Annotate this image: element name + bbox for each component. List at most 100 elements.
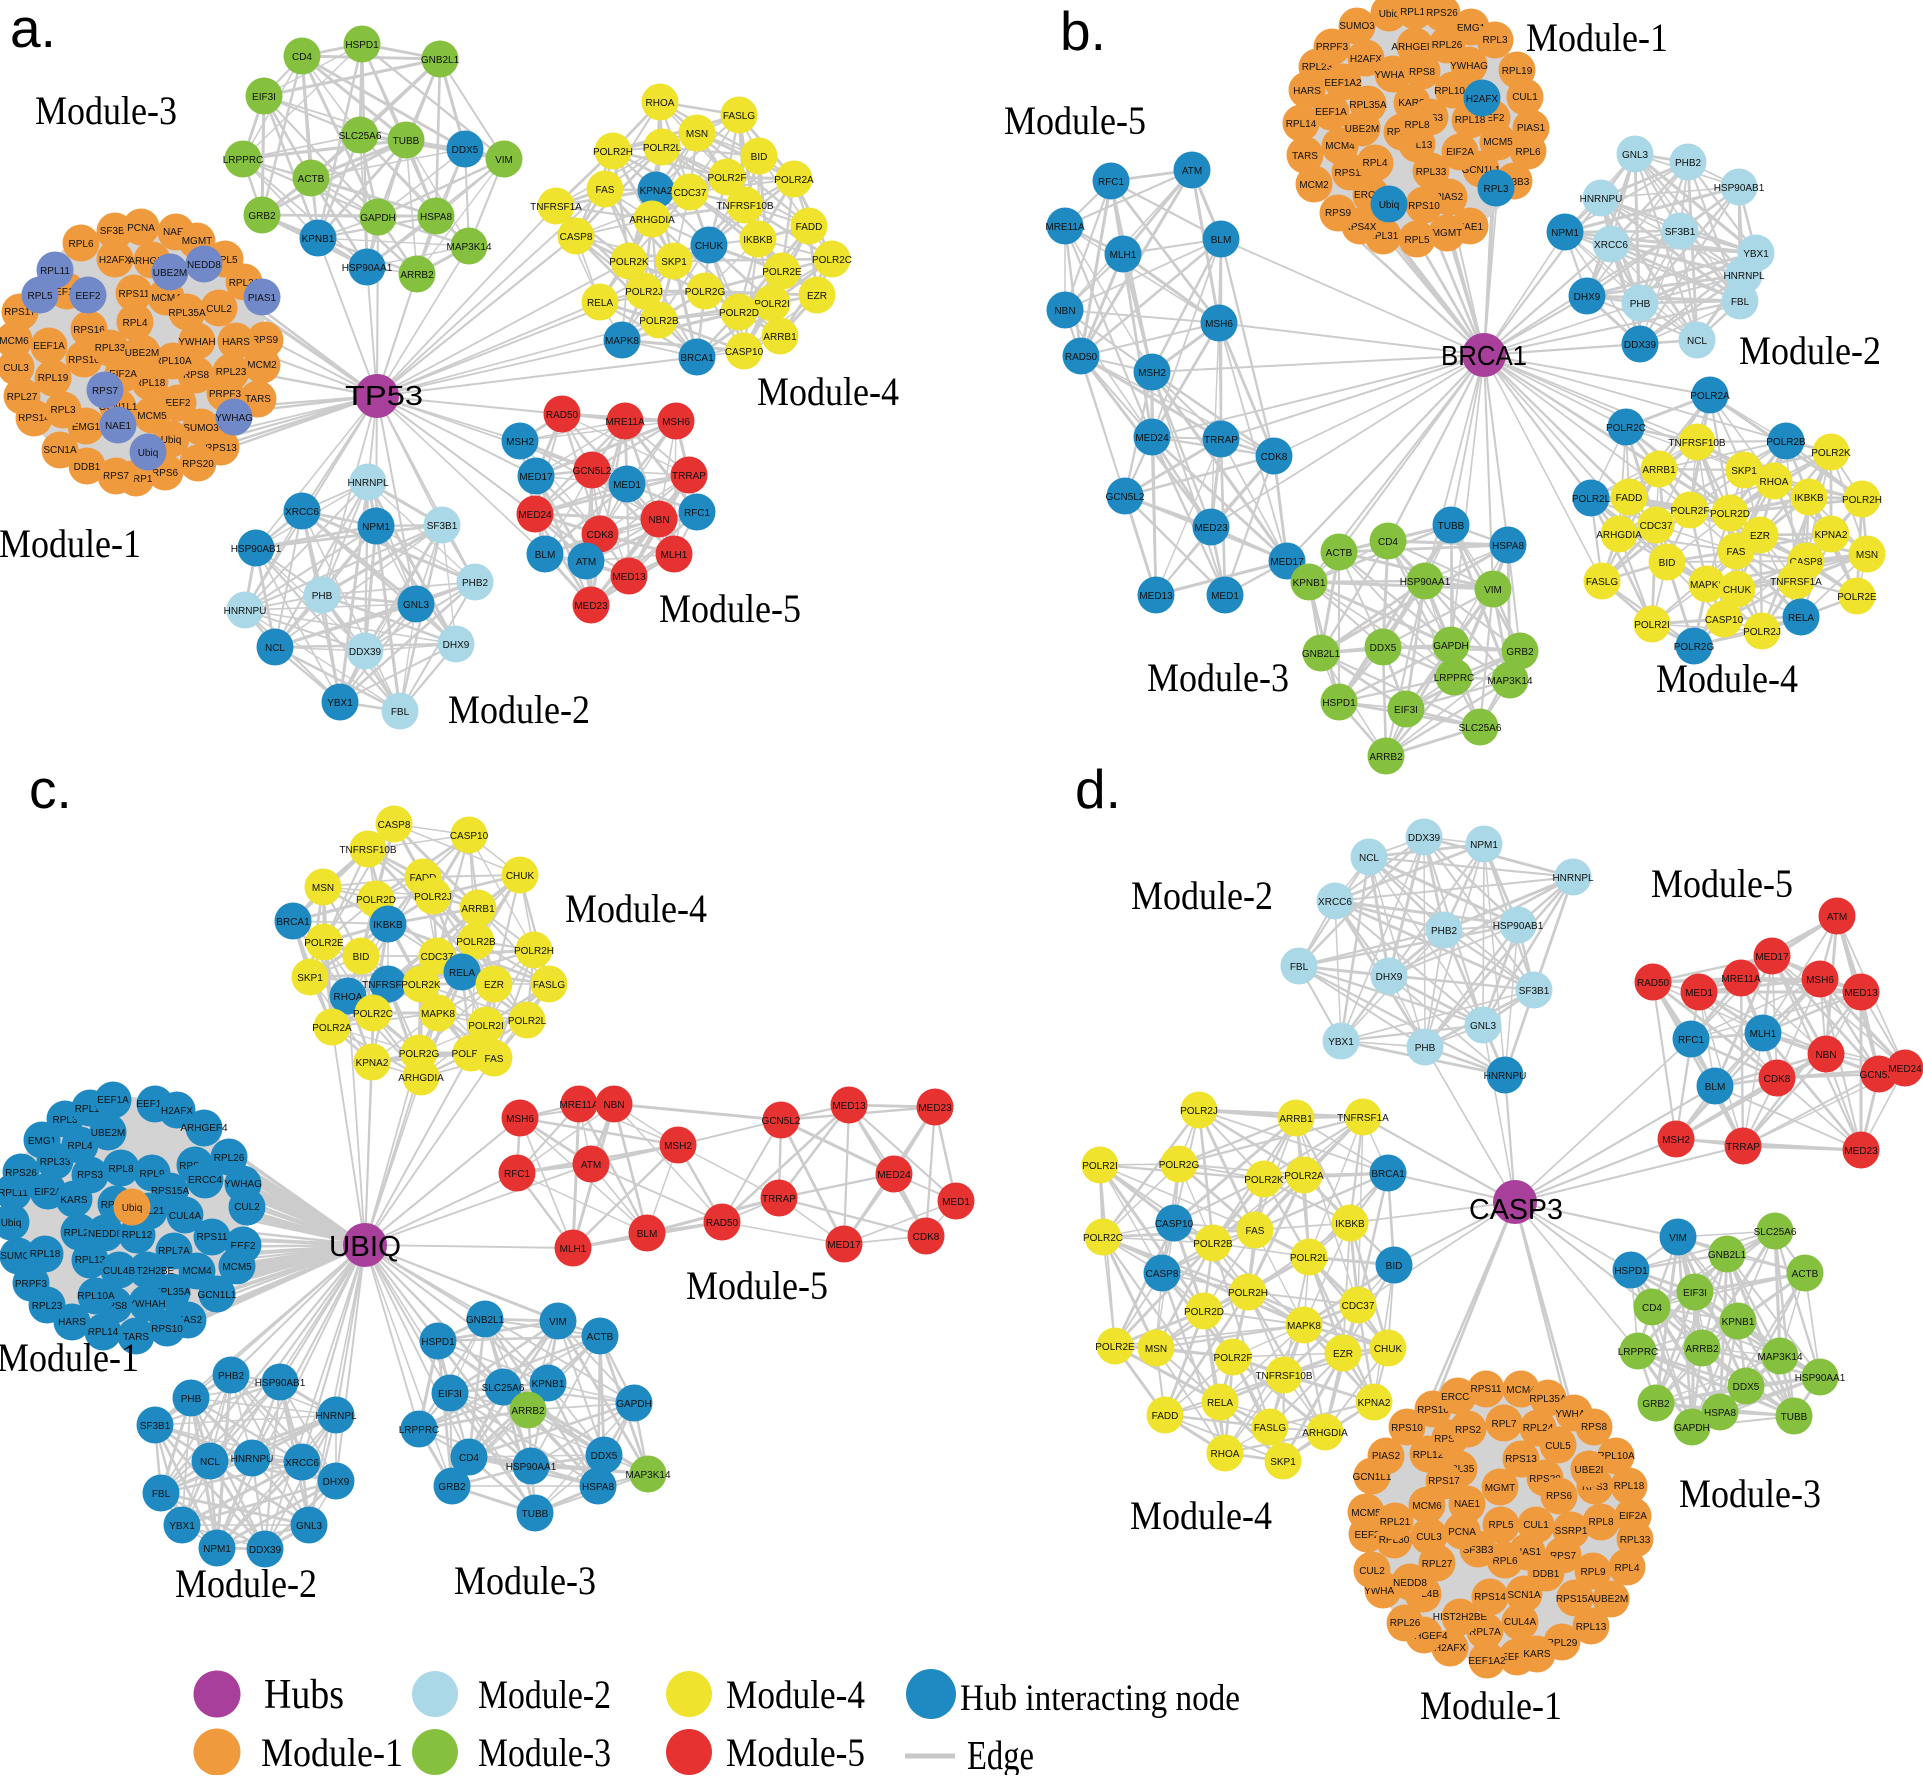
- svg-text:GRB2: GRB2: [248, 211, 276, 222]
- svg-text:MAPK8: MAPK8: [421, 1009, 455, 1020]
- svg-text:CUL1: CUL1: [1523, 1520, 1549, 1531]
- svg-text:RPL33: RPL33: [40, 1157, 71, 1168]
- svg-text:RPL6: RPL6: [1492, 1556, 1517, 1567]
- svg-text:POLR2J: POLR2J: [1180, 1106, 1218, 1117]
- svg-text:EEF2: EEF2: [165, 398, 190, 409]
- svg-text:SUMO3: SUMO3: [183, 423, 219, 434]
- svg-text:UBE2M: UBE2M: [91, 1128, 125, 1139]
- svg-text:ARHGDIA: ARHGDIA: [398, 1073, 444, 1084]
- svg-text:FBL: FBL: [152, 1489, 171, 1500]
- svg-text:KPNA2: KPNA2: [1815, 530, 1848, 541]
- svg-text:BLM: BLM: [1211, 235, 1232, 246]
- svg-text:CHUK: CHUK: [506, 871, 535, 882]
- svg-text:RPS11: RPS11: [1471, 1384, 1502, 1395]
- svg-text:SCN1A: SCN1A: [43, 445, 77, 456]
- svg-text:NPM1: NPM1: [1551, 228, 1579, 239]
- svg-text:CHUK: CHUK: [1374, 1344, 1403, 1355]
- svg-text:GNL3: GNL3: [1470, 1021, 1497, 1032]
- svg-text:IKBKB: IKBKB: [743, 235, 773, 246]
- svg-text:RPL5: RPL5: [1404, 235, 1429, 246]
- svg-text:NBN: NBN: [1054, 306, 1075, 317]
- svg-text:POLR2H: POLR2H: [1228, 1288, 1268, 1299]
- svg-text:CHUK: CHUK: [695, 241, 724, 252]
- svg-text:PIAS1: PIAS1: [248, 293, 277, 304]
- svg-text:GNL3: GNL3: [403, 600, 430, 611]
- svg-text:VIM: VIM: [1484, 585, 1502, 596]
- svg-text:TRRAP: TRRAP: [1204, 435, 1238, 446]
- svg-text:POLR2F: POLR2F: [1214, 1353, 1253, 1364]
- svg-text:ACTB: ACTB: [1326, 548, 1353, 559]
- svg-text:RPL18: RPL18: [30, 1249, 61, 1260]
- svg-text:RPL11: RPL11: [40, 266, 70, 277]
- svg-text:CASP8: CASP8: [560, 232, 593, 243]
- svg-text:RFC1: RFC1: [1678, 1035, 1705, 1046]
- svg-text:EIF3I: EIF3I: [252, 92, 276, 103]
- svg-text:KPNB1: KPNB1: [1293, 578, 1326, 589]
- svg-text:HNRNPU: HNRNPU: [1484, 1071, 1527, 1082]
- svg-text:RHOA: RHOA: [1760, 477, 1789, 488]
- svg-text:POLR2J: POLR2J: [625, 287, 663, 298]
- svg-text:RPL21: RPL21: [1380, 1517, 1411, 1528]
- svg-text:GNB2L1: GNB2L1: [421, 55, 460, 66]
- svg-text:MSH6: MSH6: [1205, 319, 1233, 330]
- svg-text:RPL35A: RPL35A: [168, 308, 206, 319]
- svg-text:PRPF3: PRPF3: [15, 1279, 48, 1290]
- svg-text:EZR: EZR: [807, 291, 827, 302]
- svg-text:UBE2M: UBE2M: [1594, 1594, 1628, 1605]
- svg-text:H2AFX: H2AFX: [99, 255, 132, 266]
- svg-text:GCN5L2: GCN5L2: [762, 1116, 801, 1127]
- svg-text:ATM: ATM: [581, 1160, 601, 1171]
- svg-text:HSPA8: HSPA8: [1704, 1408, 1736, 1419]
- svg-text:GCN1L1: GCN1L1: [198, 1290, 237, 1301]
- svg-text:SLC25A6: SLC25A6: [339, 131, 382, 142]
- svg-text:GNL3: GNL3: [1622, 150, 1649, 161]
- svg-text:VIM: VIM: [495, 155, 513, 166]
- svg-text:GAPDH: GAPDH: [616, 1399, 652, 1410]
- svg-text:SF3B1: SF3B1: [1519, 986, 1550, 997]
- svg-text:POLR2B: POLR2B: [1193, 1239, 1233, 1250]
- svg-text:POLR2B: POLR2B: [456, 937, 496, 948]
- svg-text:MED17: MED17: [1755, 952, 1789, 963]
- svg-text:MED24: MED24: [1135, 433, 1169, 444]
- svg-text:GAPDH: GAPDH: [360, 213, 396, 224]
- svg-text:POLR2G: POLR2G: [1674, 642, 1715, 653]
- svg-text:RPL26: RPL26: [1432, 40, 1463, 51]
- svg-text:TNFRSF10B: TNFRSF10B: [1668, 438, 1726, 449]
- svg-text:MED23: MED23: [1194, 523, 1228, 534]
- svg-text:Module-4: Module-4: [757, 369, 899, 414]
- svg-text:NBN: NBN: [648, 515, 669, 526]
- svg-text:Module-2: Module-2: [175, 1561, 317, 1606]
- svg-text:ARRB2: ARRB2: [1369, 752, 1403, 763]
- svg-text:CASP10: CASP10: [725, 347, 764, 358]
- svg-text:RPS13: RPS13: [1505, 1454, 1537, 1465]
- svg-text:RPS7: RPS7: [103, 471, 130, 482]
- svg-text:MSH2: MSH2: [664, 1141, 692, 1152]
- svg-text:MCM5: MCM5: [1351, 1508, 1381, 1519]
- svg-text:FAS: FAS: [1246, 1226, 1265, 1237]
- svg-text:RPL13: RPL13: [75, 1255, 106, 1266]
- svg-text:EZR: EZR: [484, 980, 504, 991]
- svg-text:SSRP1: SSRP1: [1555, 1526, 1588, 1537]
- svg-text:RPS9: RPS9: [252, 335, 279, 346]
- svg-text:PHB: PHB: [181, 1394, 202, 1405]
- svg-text:FBL: FBL: [391, 707, 410, 718]
- svg-text:RPS10: RPS10: [151, 1324, 183, 1335]
- svg-text:Module-1: Module-1: [0, 521, 141, 566]
- svg-text:POLR2A: POLR2A: [1284, 1171, 1324, 1182]
- svg-text:BRCA1: BRCA1: [680, 353, 714, 364]
- svg-text:Module-5: Module-5: [686, 1263, 828, 1308]
- svg-text:MCM4: MCM4: [1325, 141, 1355, 152]
- svg-text:TUBB: TUBB: [1438, 521, 1465, 532]
- svg-text:SKP1: SKP1: [297, 973, 323, 984]
- svg-text:NPM1: NPM1: [203, 1544, 231, 1555]
- svg-text:YBX1: YBX1: [1328, 1037, 1354, 1048]
- svg-text:Module-5: Module-5: [1004, 98, 1146, 143]
- svg-text:NCL: NCL: [1359, 853, 1379, 864]
- svg-text:MAPK8: MAPK8: [605, 336, 639, 347]
- svg-text:MCM5: MCM5: [1483, 137, 1513, 148]
- svg-text:MED24: MED24: [518, 510, 552, 521]
- svg-text:FAS: FAS: [485, 1054, 504, 1065]
- svg-text:PHB2: PHB2: [218, 1371, 245, 1382]
- svg-text:RAD50: RAD50: [1065, 352, 1098, 363]
- svg-text:DDX39: DDX39: [1624, 340, 1657, 351]
